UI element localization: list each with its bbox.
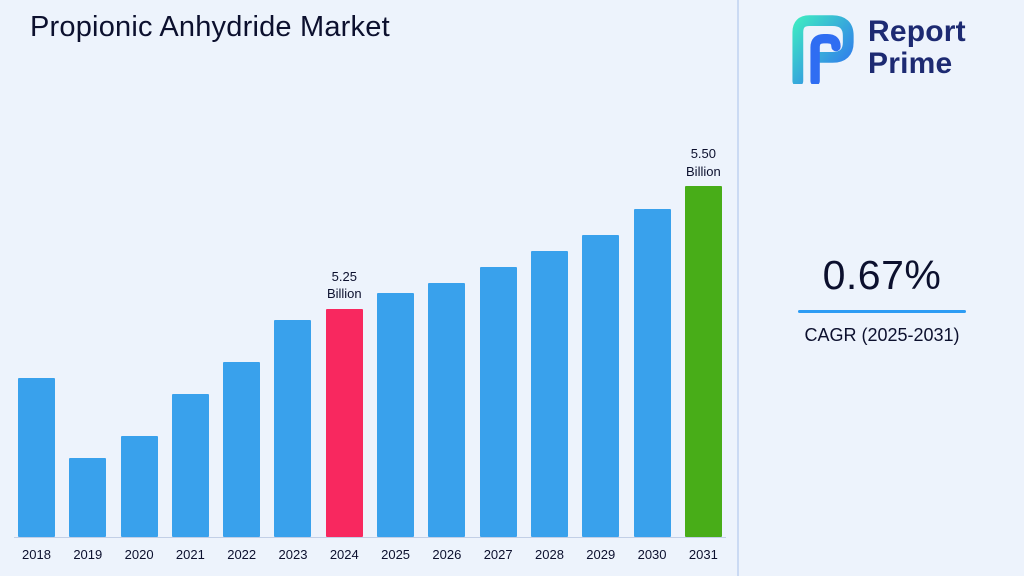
bar-column-2024: 5.25 Billion: [325, 145, 363, 537]
x-tick-2029: 2029: [586, 547, 616, 562]
cagr-underline: [798, 310, 966, 313]
logo-text-line2: Prime: [868, 47, 953, 80]
bar-2018: [18, 378, 55, 537]
cagr-block: 0.67% CAGR (2025-2031): [762, 252, 1002, 346]
bar-2027: [479, 267, 517, 537]
bar-2026: [428, 283, 466, 537]
bar-2021: [171, 394, 209, 537]
page-title: Propionic Anhydride Market: [30, 11, 390, 43]
bar-2025: [377, 293, 415, 537]
bar-column-2021: [171, 145, 209, 537]
bar-2019: [69, 458, 107, 537]
x-axis-baseline: [14, 537, 726, 538]
x-tick-2026: 2026: [432, 547, 462, 562]
bar-column-2022: [223, 145, 261, 537]
logo-text: Report Prime: [868, 14, 966, 80]
year-labels-row: 2018 2019 2020 2021 2022 2023 2024 2025 2026 2027…: [14, 547, 726, 562]
bar-column-2031: 5.50 Billion: [684, 145, 722, 537]
bar-2028: [530, 251, 568, 537]
bars-row: 5.25 Billion 5.50 Billion: [14, 145, 726, 537]
bar-2020: [120, 436, 158, 537]
cagr-label: CAGR (2025-2031): [804, 325, 960, 345]
bar-2022: [223, 362, 261, 537]
x-tick-2020: 2020: [124, 547, 154, 562]
cagr-value: 0.67%: [822, 252, 942, 298]
logo-text-line1: Report: [868, 14, 966, 48]
report-prime-logo: Report Prime: [781, 12, 966, 84]
bar-column-2028: [530, 145, 568, 537]
x-tick-2018: 2018: [22, 547, 51, 562]
bar-column-2026: [428, 145, 466, 537]
x-tick-2027: 2027: [483, 547, 513, 562]
x-tick-2028: 2028: [535, 547, 564, 562]
report-prime-logo-icon: [781, 12, 855, 84]
x-tick-2025: 2025: [381, 547, 411, 562]
x-tick-2030: 2030: [637, 547, 667, 562]
bar-column-2030: [633, 145, 671, 537]
x-tick-2031: 2031: [688, 547, 718, 562]
bar-column-2025: [377, 145, 415, 537]
x-tick-2022: 2022: [227, 547, 257, 562]
x-tick-2023: 2023: [278, 547, 308, 562]
bar-2030: [633, 209, 671, 537]
x-tick-2024: 2024: [329, 547, 359, 562]
bar-chart: 5.25 Billion 5.50 Billion 2018 2019 2020 202…: [14, 145, 726, 562]
bar-value-label-2024: 5.25 Billion: [326, 268, 362, 302]
bar-2024: [325, 309, 363, 537]
bar-2029: [582, 235, 620, 537]
bar-column-2029: [582, 145, 620, 537]
vertical-divider: [737, 0, 739, 576]
bar-column-2018: [18, 145, 55, 537]
bar-column-2027: [479, 145, 517, 537]
bar-column-2019: [69, 145, 107, 537]
bar-column-2023: [274, 145, 312, 537]
bar-2031: [684, 186, 722, 537]
bar-value-label-2031: 5.50 Billion: [686, 146, 721, 179]
x-tick-2021: 2021: [175, 547, 205, 562]
x-tick-2019: 2019: [73, 547, 103, 562]
bar-column-2020: [120, 145, 158, 537]
bar-2023: [274, 320, 312, 537]
